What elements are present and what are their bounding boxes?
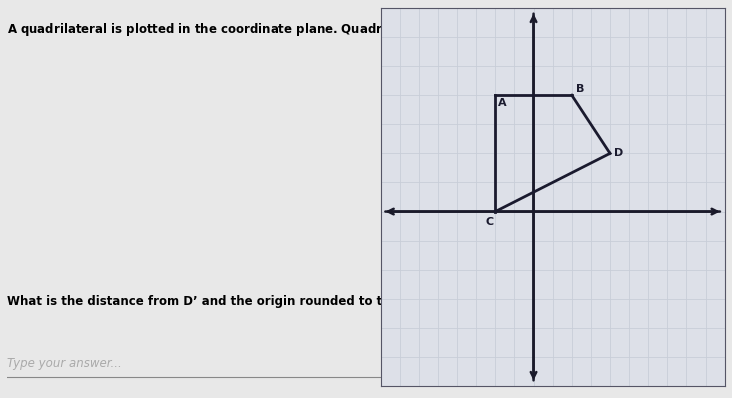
Text: A: A bbox=[498, 98, 507, 108]
Text: C: C bbox=[485, 217, 493, 227]
Text: Type your answer...: Type your answer... bbox=[7, 357, 122, 371]
Text: D: D bbox=[614, 148, 623, 158]
Text: What is the distance from D’ and the origin rounded to the nearest hundredths?: What is the distance from D’ and the ori… bbox=[7, 295, 542, 308]
Text: A quadrilateral is plotted in the coordinate plane. Quadrilateral ABCD is dilate: A quadrilateral is plotted in the coordi… bbox=[7, 20, 682, 41]
Text: B: B bbox=[575, 84, 584, 94]
